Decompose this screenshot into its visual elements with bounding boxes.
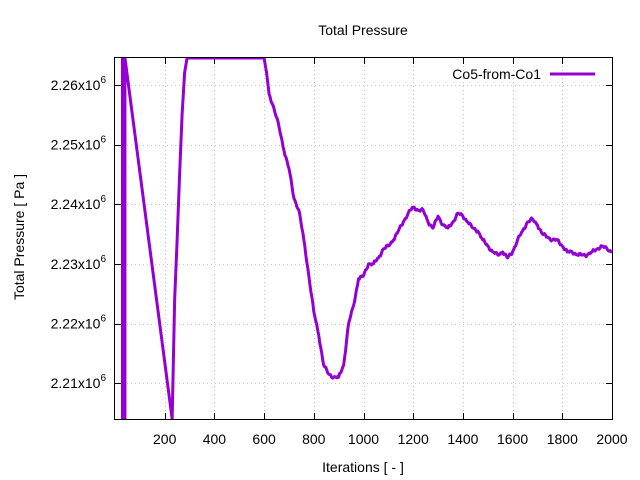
x-tick-label: 800 (302, 431, 326, 447)
y-axis-label: Total Pressure [ Pa ] (11, 174, 27, 300)
y-tick-label: 2.24x106 (51, 194, 107, 212)
y-tick-label: 2.23x106 (51, 254, 107, 272)
x-tick-label: 1600 (497, 431, 528, 447)
x-tick-label: 1400 (447, 431, 478, 447)
grid (115, 58, 612, 419)
x-tick-label: 1200 (398, 431, 429, 447)
chart-title: Total Pressure (318, 22, 408, 38)
x-tick-label: 400 (203, 431, 227, 447)
y-tick-label: 2.22x106 (51, 314, 107, 332)
x-tick-label: 600 (252, 431, 276, 447)
x-tick-label: 1800 (547, 431, 578, 447)
x-tick-label: 1000 (348, 431, 379, 447)
y-tick-label: 2.21x106 (51, 373, 107, 391)
series-line-0 (120, 58, 612, 419)
series-layer (120, 58, 612, 419)
y-tick-label: 2.26x106 (51, 75, 107, 93)
legend: Co5-from-Co1 (452, 66, 595, 82)
x-tick-label: 200 (153, 431, 177, 447)
x-axis-label: Iterations [ - ] (322, 459, 404, 475)
y-tick-label: 2.25x106 (51, 135, 107, 153)
legend-entry-label: Co5-from-Co1 (452, 66, 541, 82)
axis-ticks: 200 400 600 800 1000 1200 1400 1600 1800 2000 2.21… (51, 58, 628, 447)
plot-frame (114, 57, 613, 420)
x-tick-label: 2000 (596, 431, 627, 447)
